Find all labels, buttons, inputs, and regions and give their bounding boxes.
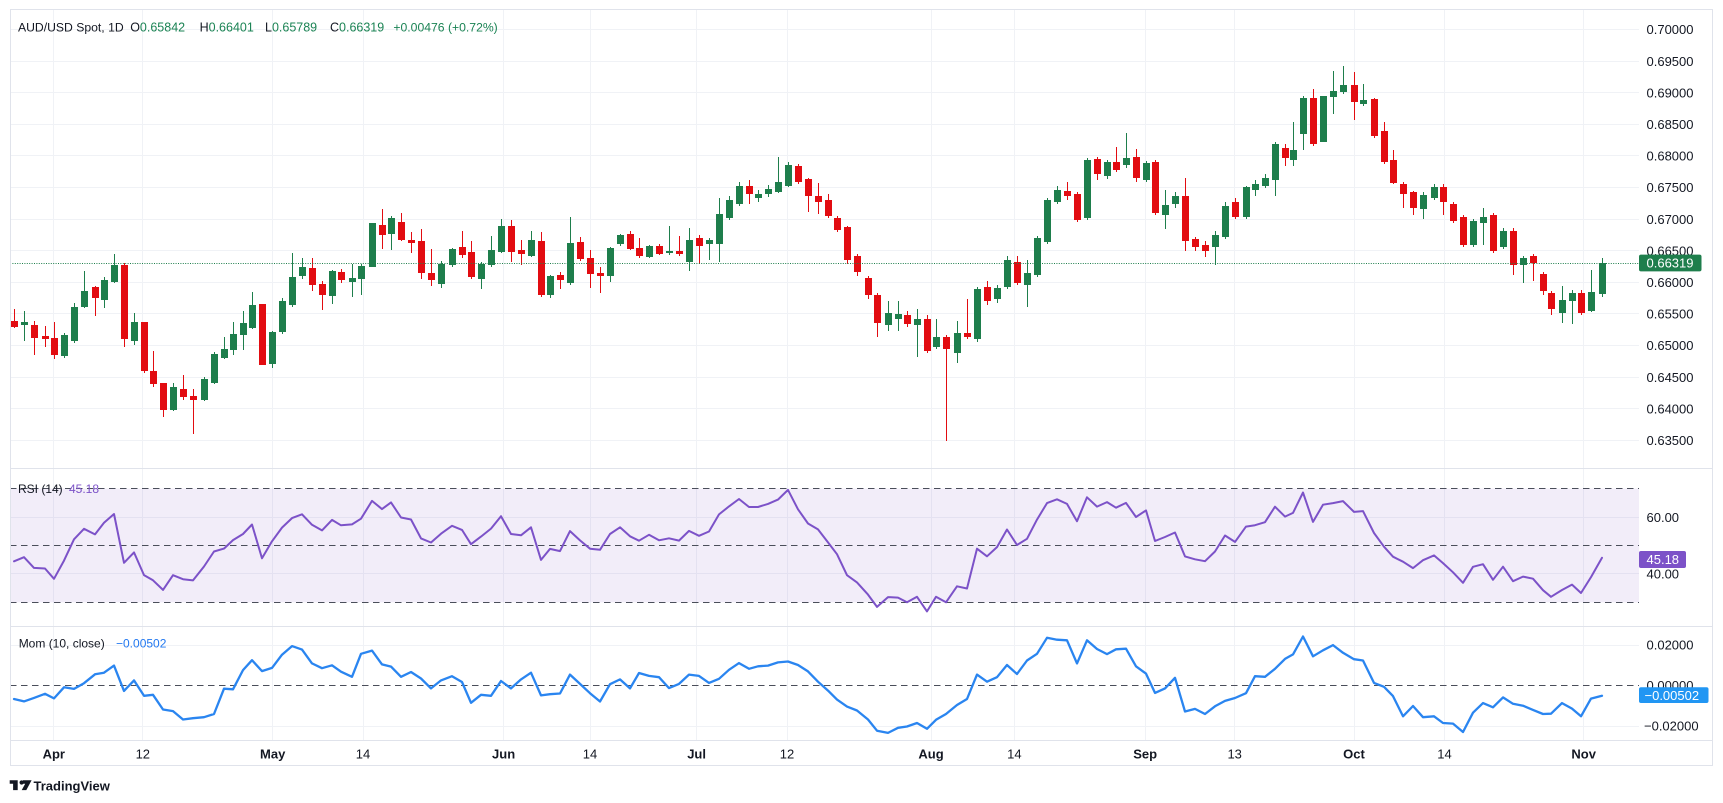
svg-text:0.65500: 0.65500: [1647, 307, 1694, 322]
svg-text:0.02000: 0.02000: [1647, 638, 1694, 653]
svg-text:May: May: [260, 746, 286, 761]
svg-text:Aug: Aug: [918, 746, 943, 761]
svg-text:0.70000: 0.70000: [1647, 22, 1694, 37]
svg-text:−0.02000: −0.02000: [1644, 719, 1699, 734]
svg-text:0.69000: 0.69000: [1647, 85, 1694, 100]
svg-text:0.69500: 0.69500: [1647, 54, 1694, 69]
svg-text:13: 13: [1227, 746, 1241, 761]
svg-text:14: 14: [1437, 746, 1451, 761]
svg-text:0.67500: 0.67500: [1647, 180, 1694, 195]
svg-text:14: 14: [1007, 746, 1021, 761]
svg-text:12: 12: [780, 746, 794, 761]
svg-text:0.64500: 0.64500: [1647, 370, 1694, 385]
svg-text:Mom (10, close)−0.00502: Mom (10, close) −0.00502: [19, 636, 167, 650]
svg-text:14: 14: [356, 746, 370, 761]
svg-text:Jul: Jul: [687, 746, 706, 761]
svg-text:TradingView: TradingView: [34, 778, 111, 793]
svg-text:0.64000: 0.64000: [1647, 401, 1694, 416]
svg-text:0.68500: 0.68500: [1647, 117, 1694, 132]
svg-text:Apr: Apr: [43, 746, 65, 761]
svg-text:12: 12: [136, 746, 150, 761]
svg-text:40.00: 40.00: [1647, 567, 1680, 582]
svg-text:0.66000: 0.66000: [1647, 275, 1694, 290]
svg-text:0.67000: 0.67000: [1647, 212, 1694, 227]
svg-text:Oct: Oct: [1343, 746, 1365, 761]
svg-text:0.65000: 0.65000: [1647, 338, 1694, 353]
svg-text:60.00: 60.00: [1647, 510, 1680, 525]
svg-text:Sep: Sep: [1133, 746, 1157, 761]
svg-text:Nov: Nov: [1571, 746, 1596, 761]
svg-text:0.68000: 0.68000: [1647, 149, 1694, 164]
svg-text:14: 14: [583, 746, 597, 761]
svg-text:RSI (14)45.18: RSI (14) 45.18: [18, 482, 99, 496]
svg-text:0.63500: 0.63500: [1647, 433, 1694, 448]
svg-text:−0.00502: −0.00502: [1645, 688, 1700, 703]
svg-text:45.18: 45.18: [1647, 552, 1680, 567]
svg-text:0.66319: 0.66319: [1647, 256, 1694, 271]
svg-text:Jun: Jun: [492, 746, 515, 761]
